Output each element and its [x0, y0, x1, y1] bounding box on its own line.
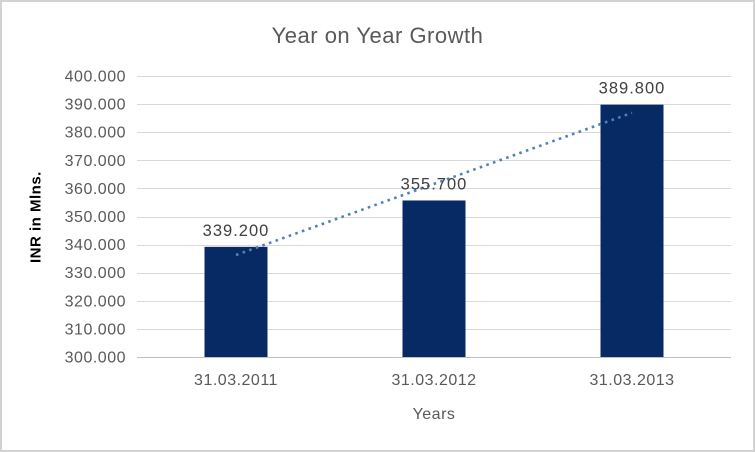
y-tick-label: 400.000	[65, 69, 126, 86]
y-tick-label: 340.000	[65, 237, 126, 254]
x-axis-title: Years	[412, 406, 456, 423]
x-tick-label: 31.03.2012	[391, 372, 476, 389]
bar[interactable]	[402, 200, 466, 357]
bar-data-label: 339.200	[203, 222, 270, 240]
bar[interactable]	[204, 246, 268, 357]
chart-title[interactable]: Year on Year Growth	[271, 23, 484, 48]
y-tick-label: 330.000	[65, 265, 126, 282]
bar[interactable]	[600, 104, 664, 357]
y-tick-label: 390.000	[65, 97, 126, 114]
y-tick-label: 380.000	[65, 125, 126, 142]
y-tick-label: 320.000	[65, 293, 126, 310]
x-tick-label: 31.03.2011	[194, 372, 278, 389]
trendline[interactable]	[235, 111, 633, 257]
y-tick-label: 360.000	[65, 181, 126, 198]
bar-data-label: 389.800	[599, 80, 666, 98]
y-tick-label: 370.000	[65, 153, 126, 170]
y-tick-label: 310.000	[65, 321, 126, 338]
bar-data-label: 355.700	[401, 175, 468, 193]
y-tick-label: 350.000	[65, 209, 126, 226]
x-tick-label: 31.03.2013	[589, 372, 674, 389]
y-tick-label: 300.000	[65, 350, 126, 367]
